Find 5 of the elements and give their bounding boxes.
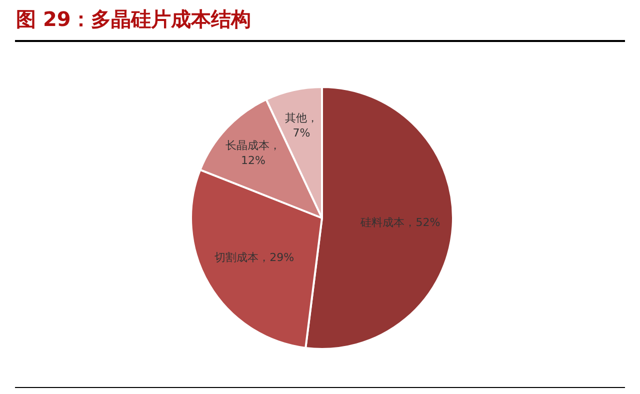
- slice-label: 硅料成本，52%: [360, 216, 440, 229]
- slice-label: 其他，7%: [284, 111, 318, 140]
- slice-label: 长晶成本，12%: [226, 138, 281, 167]
- slice-label: 切割成本，29%: [214, 250, 294, 264]
- chart-title: 图 29：多晶硅片成本结构: [16, 6, 251, 33]
